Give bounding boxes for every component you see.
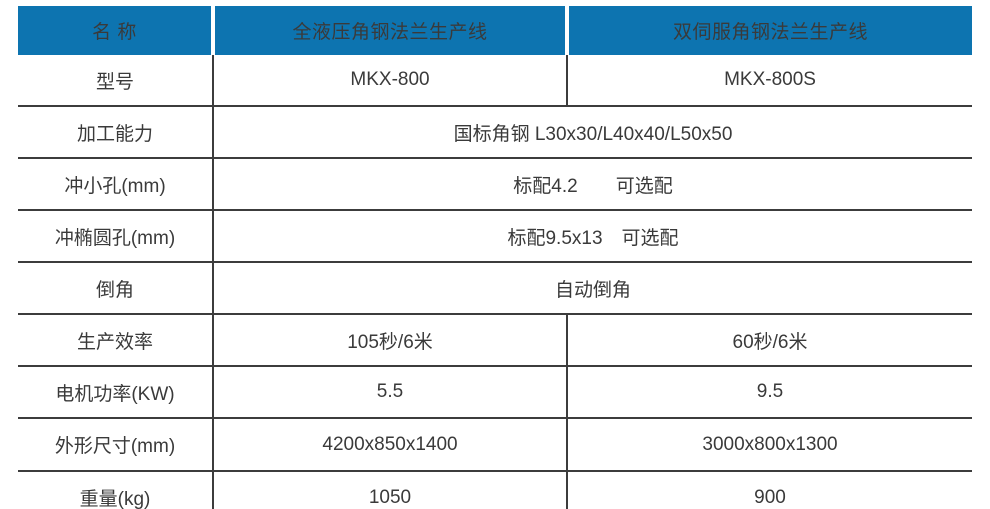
row-label: 倒角 xyxy=(18,262,214,315)
row-label: 生产效率 xyxy=(18,314,214,367)
cell-value-spanned: 标配9.5x13 可选配 xyxy=(213,210,972,263)
cell-value: 3000x800x1300 xyxy=(567,418,972,472)
row-label: 电机功率(KW) xyxy=(18,366,214,419)
spec-table: 名 称 全液压角钢法兰生产线 双伺服角钢法兰生产线 型号 MKX-800 MKX… xyxy=(18,6,972,509)
row-label: 型号 xyxy=(18,55,214,107)
header-row: 名 称 全液压角钢法兰生产线 双伺服角钢法兰生产线 xyxy=(18,6,972,55)
header-cell-product-2: 双伺服角钢法兰生产线 xyxy=(567,6,972,55)
spec-table-container: 名 称 全液压角钢法兰生产线 双伺服角钢法兰生产线 型号 MKX-800 MKX… xyxy=(18,6,972,509)
table-row-model: 型号 MKX-800 MKX-800S xyxy=(18,55,972,107)
table-row-weight: 重量(kg) 1050 900 xyxy=(18,471,972,509)
cell-value: 60秒/6米 xyxy=(567,314,972,367)
cell-value: MKX-800S xyxy=(567,55,972,107)
cell-value: 900 xyxy=(567,471,972,509)
row-label: 冲椭圆孔(mm) xyxy=(18,210,214,263)
header-cell-name: 名 称 xyxy=(18,6,215,55)
cell-value-spanned: 国标角钢 L30x30/L40x40/L50x50 xyxy=(213,106,972,159)
row-label: 外形尺寸(mm) xyxy=(18,418,214,472)
table-row-capacity: 加工能力 国标角钢 L30x30/L40x40/L50x50 xyxy=(18,106,972,159)
row-label: 重量(kg) xyxy=(18,471,214,509)
spec-table-body: 型号 MKX-800 MKX-800S 加工能力 国标角钢 L30x30/L40… xyxy=(18,55,972,509)
cell-value: 105秒/6米 xyxy=(213,314,568,367)
header-cell-product-1: 全液压角钢法兰生产线 xyxy=(213,6,569,55)
cell-value: MKX-800 xyxy=(213,55,568,107)
table-row-efficiency: 生产效率 105秒/6米 60秒/6米 xyxy=(18,314,972,367)
row-label: 冲小孔(mm) xyxy=(18,158,214,211)
cell-value: 4200x850x1400 xyxy=(213,418,568,472)
table-row-oval-hole: 冲椭圆孔(mm) 标配9.5x13 可选配 xyxy=(18,210,972,263)
table-row-motor-power: 电机功率(KW) 5.5 9.5 xyxy=(18,366,972,419)
cell-value: 9.5 xyxy=(567,366,972,419)
spec-table-header: 名 称 全液压角钢法兰生产线 双伺服角钢法兰生产线 xyxy=(18,6,972,55)
table-row-chamfer: 倒角 自动倒角 xyxy=(18,262,972,315)
cell-value: 5.5 xyxy=(213,366,568,419)
row-label: 加工能力 xyxy=(18,106,214,159)
cell-value: 1050 xyxy=(213,471,568,509)
cell-value-spanned: 标配4.2 可选配 xyxy=(213,158,972,211)
table-row-dimensions: 外形尺寸(mm) 4200x850x1400 3000x800x1300 xyxy=(18,418,972,472)
cell-value-spanned: 自动倒角 xyxy=(213,262,972,315)
table-row-small-hole: 冲小孔(mm) 标配4.2 可选配 xyxy=(18,158,972,211)
